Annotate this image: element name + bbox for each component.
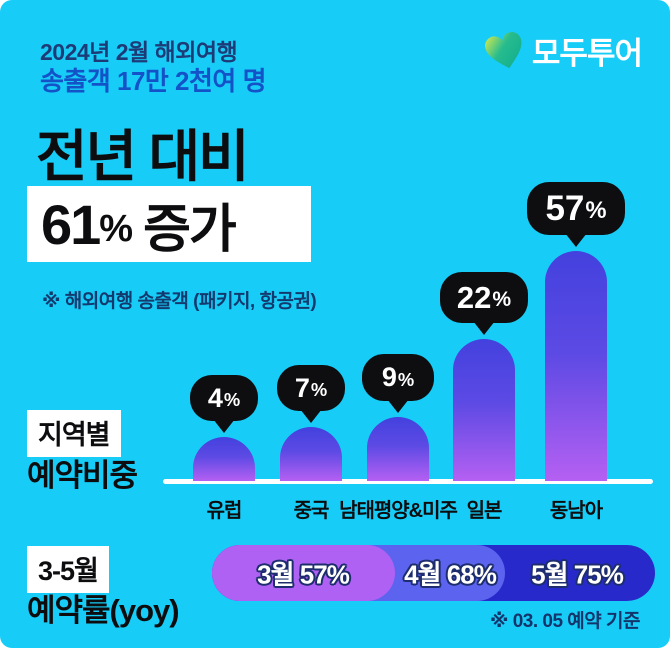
headline-line1: 전년 대비: [36, 125, 250, 188]
category-label-1: 유럽: [206, 500, 243, 522]
header-stat-line: 송출객 17만 2천여 명: [40, 66, 267, 96]
brand-logo: 모두투어: [484, 28, 643, 73]
bubble-percent-sign: %: [585, 196, 607, 224]
chart-bar-3: [367, 417, 429, 481]
chart-bar-1: [193, 437, 255, 481]
bubble-percent-sign: %: [223, 389, 241, 410]
headline-footnote: ※ 해외여행 송출객 (패키지, 항공권): [42, 291, 317, 312]
booking-title: 예약률(yoy): [27, 593, 180, 628]
booking-rate-pill: 3월 57% 4월 68% 5월 75%: [212, 545, 655, 601]
region-badge: 지역별: [27, 410, 121, 457]
bubble-value: 7: [294, 372, 310, 403]
headline-value: 61: [41, 192, 101, 256]
value-bubble-1: 4%: [190, 375, 258, 421]
chart-baseline: [163, 479, 653, 484]
bubble-percent-sign: %: [310, 379, 328, 400]
headline-highlight-box: 61 % 증가: [27, 186, 311, 262]
booking-segment-march: [212, 545, 395, 601]
category-label-2: 중국: [293, 500, 330, 522]
bubble-value: 57: [545, 188, 585, 228]
headline-percent-sign: %: [99, 207, 134, 250]
brand-name: 모두투어: [531, 36, 643, 71]
header-date-line: 2024년 2월 해외여행: [40, 39, 238, 65]
heart-icon: [484, 31, 526, 71]
value-bubble-4: 22%: [440, 272, 528, 323]
headline-suffix: 증가: [143, 200, 237, 259]
booking-footnote: ※ 03. 05 예약 기준: [489, 611, 641, 632]
value-bubble-2: 7%: [277, 365, 345, 411]
booking-badge: 3-5월: [27, 546, 109, 593]
value-bubble-3: 9%: [362, 354, 434, 401]
category-label-3: 남태평양&미주: [339, 500, 458, 522]
bubble-value: 4: [207, 382, 223, 413]
chart-bar-4: [453, 339, 515, 481]
value-bubble-5: 57%: [527, 182, 625, 235]
booking-label-march: 3월 57%: [257, 559, 350, 590]
booking-label-april: 4월 68%: [404, 559, 497, 590]
bubble-value: 9: [381, 362, 397, 392]
region-title: 예약비중: [27, 458, 138, 493]
category-label-5: 동남아: [549, 500, 603, 522]
category-label-4: 일본: [466, 500, 503, 522]
chart-bar-2: [280, 427, 342, 481]
bubble-percent-sign: %: [397, 368, 415, 390]
bubble-percent-sign: %: [492, 287, 512, 311]
booking-label-may: 5월 75%: [531, 559, 624, 590]
bubble-value: 22: [456, 279, 492, 315]
chart-bar-5: [545, 251, 607, 481]
